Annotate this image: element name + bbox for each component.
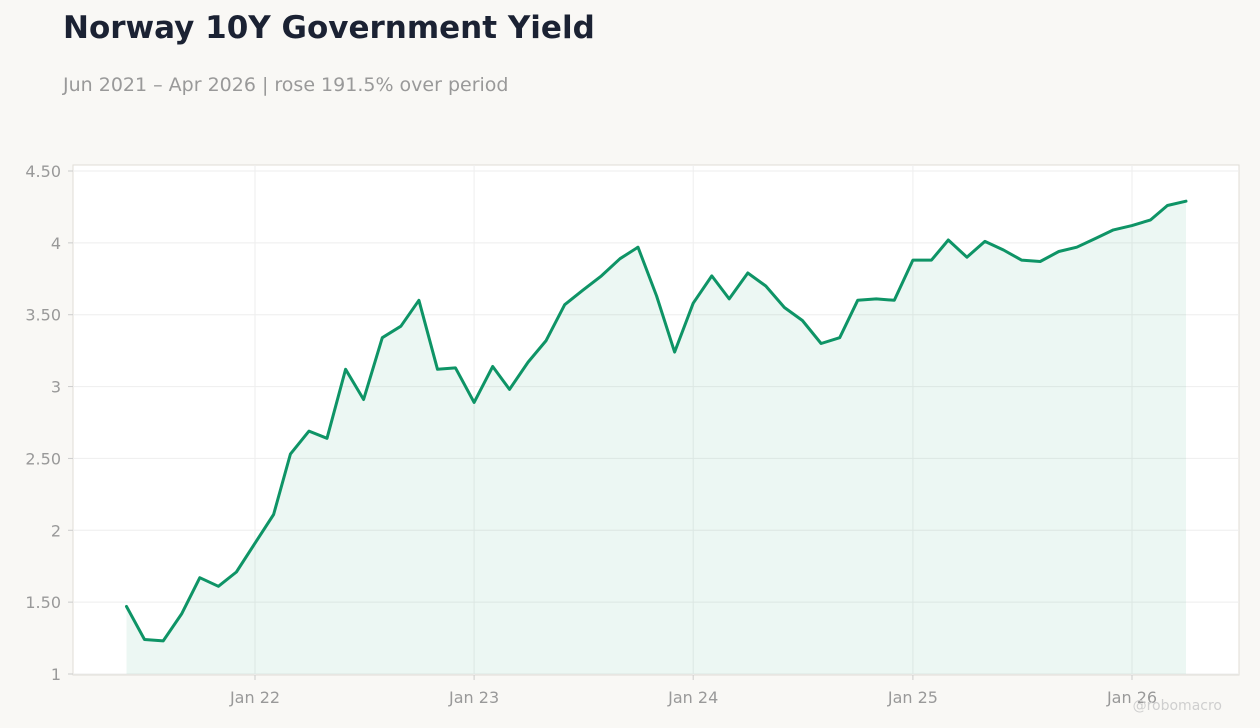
x-tick-label: Jan 24 xyxy=(667,688,718,707)
y-tick-label: 1 xyxy=(51,665,61,684)
y-tick-label: 3.50 xyxy=(25,306,61,325)
y-axis: 1 1.50 2 2.50 3 3.50 4 4.50 xyxy=(25,162,73,684)
y-tick-label: 4.50 xyxy=(25,162,61,181)
plot-area xyxy=(72,164,1240,676)
yield-area-fill xyxy=(126,201,1186,674)
y-tick-label: 2.50 xyxy=(25,449,61,468)
y-tick-label: 2 xyxy=(51,521,61,540)
chart-subtitle: Jun 2021 – Apr 2026 | rose 191.5% over p… xyxy=(63,74,509,96)
x-axis: Jan 22 Jan 23 Jan 24 Jan 25 Jan 26 xyxy=(229,675,1157,707)
y-tick-label: 4 xyxy=(51,234,61,253)
x-tick-label: Jan 25 xyxy=(887,688,938,707)
y-tick-label: 3 xyxy=(51,378,61,397)
yield-line xyxy=(125,199,1188,643)
watermark: @robomacro xyxy=(1133,698,1222,714)
y-tick-label: 1.50 xyxy=(25,593,61,612)
x-tick-label: Jan 23 xyxy=(448,688,499,707)
x-tick-label: Jan 22 xyxy=(229,688,280,707)
chart-title: Norway 10Y Government Yield xyxy=(63,10,595,46)
grid-lines xyxy=(73,165,1239,675)
x-tick-label: Jan 26 xyxy=(1106,688,1157,707)
